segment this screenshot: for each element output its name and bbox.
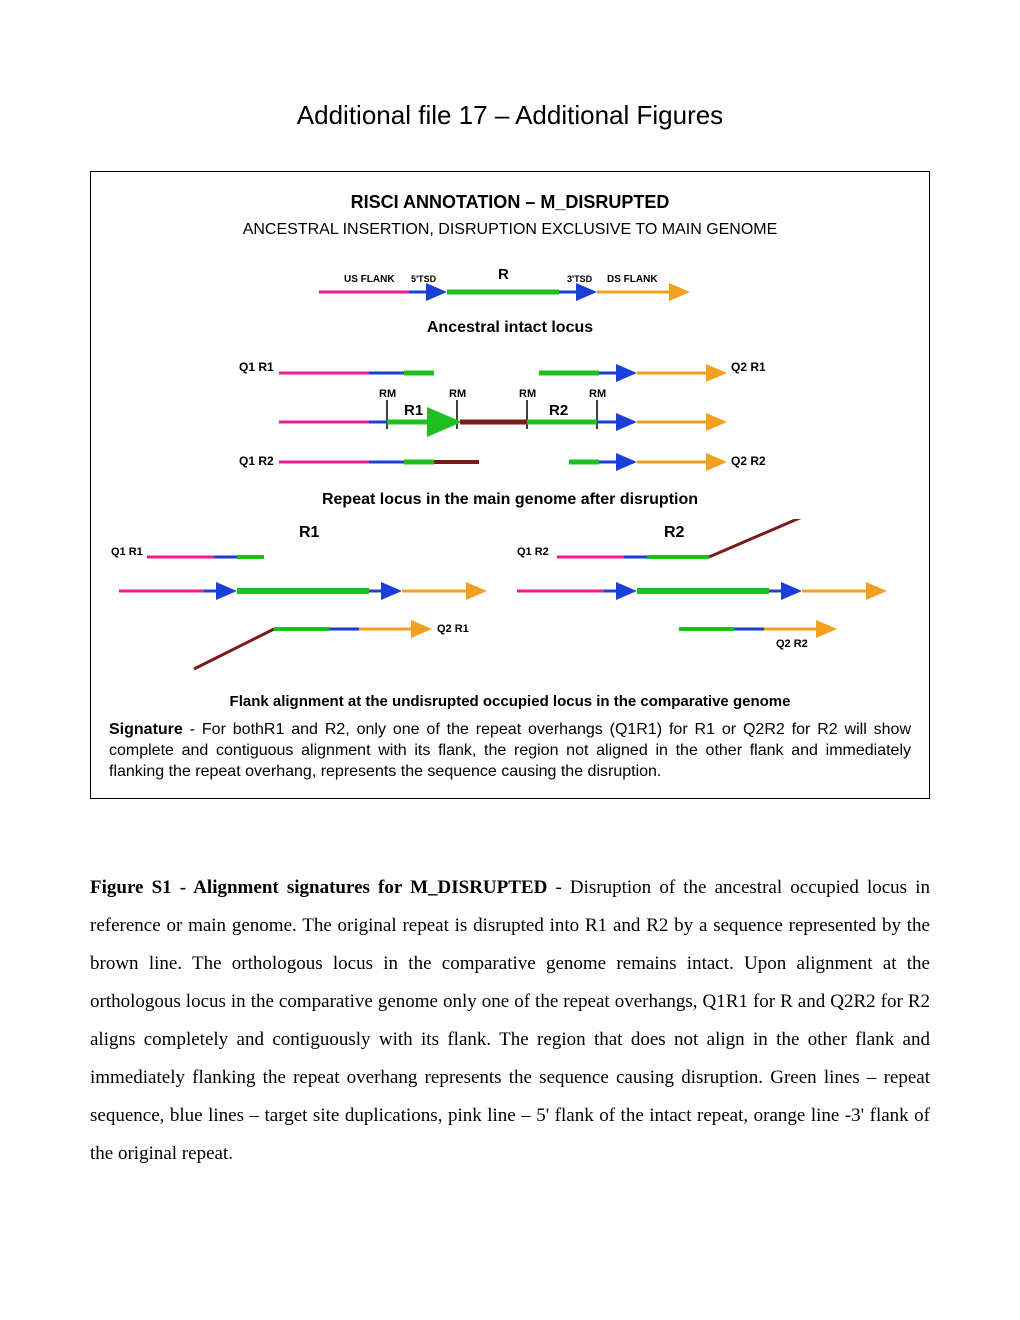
rm-label-2: RM [449, 388, 466, 400]
q2r1-label: Q2 R1 [731, 360, 766, 374]
figure-caption: Figure S1 - Alignment signatures for M_D… [90, 869, 930, 1173]
q2r2-label-2: Q2 R2 [776, 638, 808, 650]
caption-body: - Disruption of the ancestral occupied l… [90, 877, 930, 1164]
tsd3-label: 3'TSD [567, 274, 593, 284]
q2r1-label-2: Q2 R1 [437, 623, 469, 635]
rm-label-3: RM [519, 388, 536, 400]
q2r2-label: Q2 R2 [731, 454, 766, 468]
signature-body: - For bothR1 and R2, only one of the rep… [109, 721, 911, 780]
signature-text: Signature - For bothR1 and R2, only one … [109, 720, 911, 782]
figure-title: RISCI ANNOTATION – M_DISRUPTED [109, 192, 911, 213]
q1r1-label: Q1 R1 [239, 360, 274, 374]
signature-bold: Signature [109, 721, 183, 738]
figure-box: RISCI ANNOTATION – M_DISRUPTED ANCESTRAL… [90, 171, 930, 799]
r1-label: R1 [404, 402, 423, 419]
repeat-locus-label: Repeat locus in the main genome after di… [109, 491, 911, 509]
caption-bold: Figure S1 - Alignment signatures for M_D… [90, 877, 547, 898]
r2-big-label: R2 [664, 524, 685, 541]
disrupted-locus-diagram: Q1 R1 Q2 R1 RM RM RM RM R1 R2 [109, 347, 889, 487]
q1r2-label: Q1 R2 [239, 454, 274, 468]
rm-label-1: RM [379, 388, 396, 400]
figure-subtitle: ANCESTRAL INSERTION, DISRUPTION EXCLUSIV… [109, 221, 911, 239]
rm-label-4: RM [589, 388, 606, 400]
us-flank-label: US FLANK [344, 274, 395, 285]
page-title: Additional file 17 – Additional Figures [90, 100, 930, 131]
r-label: R [498, 266, 509, 283]
q1r1-label-2: Q1 R1 [111, 546, 143, 558]
flank-alignment-label: Flank alignment at the undisrupted occup… [109, 693, 911, 710]
q1r2-label-2: Q1 R2 [517, 546, 549, 558]
ds-flank-label: DS FLANK [607, 274, 658, 285]
flank-alignment-diagram: R1 R2 Q1 R1 Q2 R1 Q1 R2 [109, 519, 889, 689]
r1-big-label: R1 [299, 524, 320, 541]
tsd5-label: 5'TSD [411, 274, 437, 284]
ancestral-locus-diagram: US FLANK 5'TSD R 3'TSD DS FLANK [109, 257, 889, 315]
r2-label: R2 [549, 402, 568, 419]
document-page: Additional file 17 – Additional Figures … [0, 0, 1020, 1233]
ancestral-intact-label: Ancestral intact locus [109, 319, 911, 337]
